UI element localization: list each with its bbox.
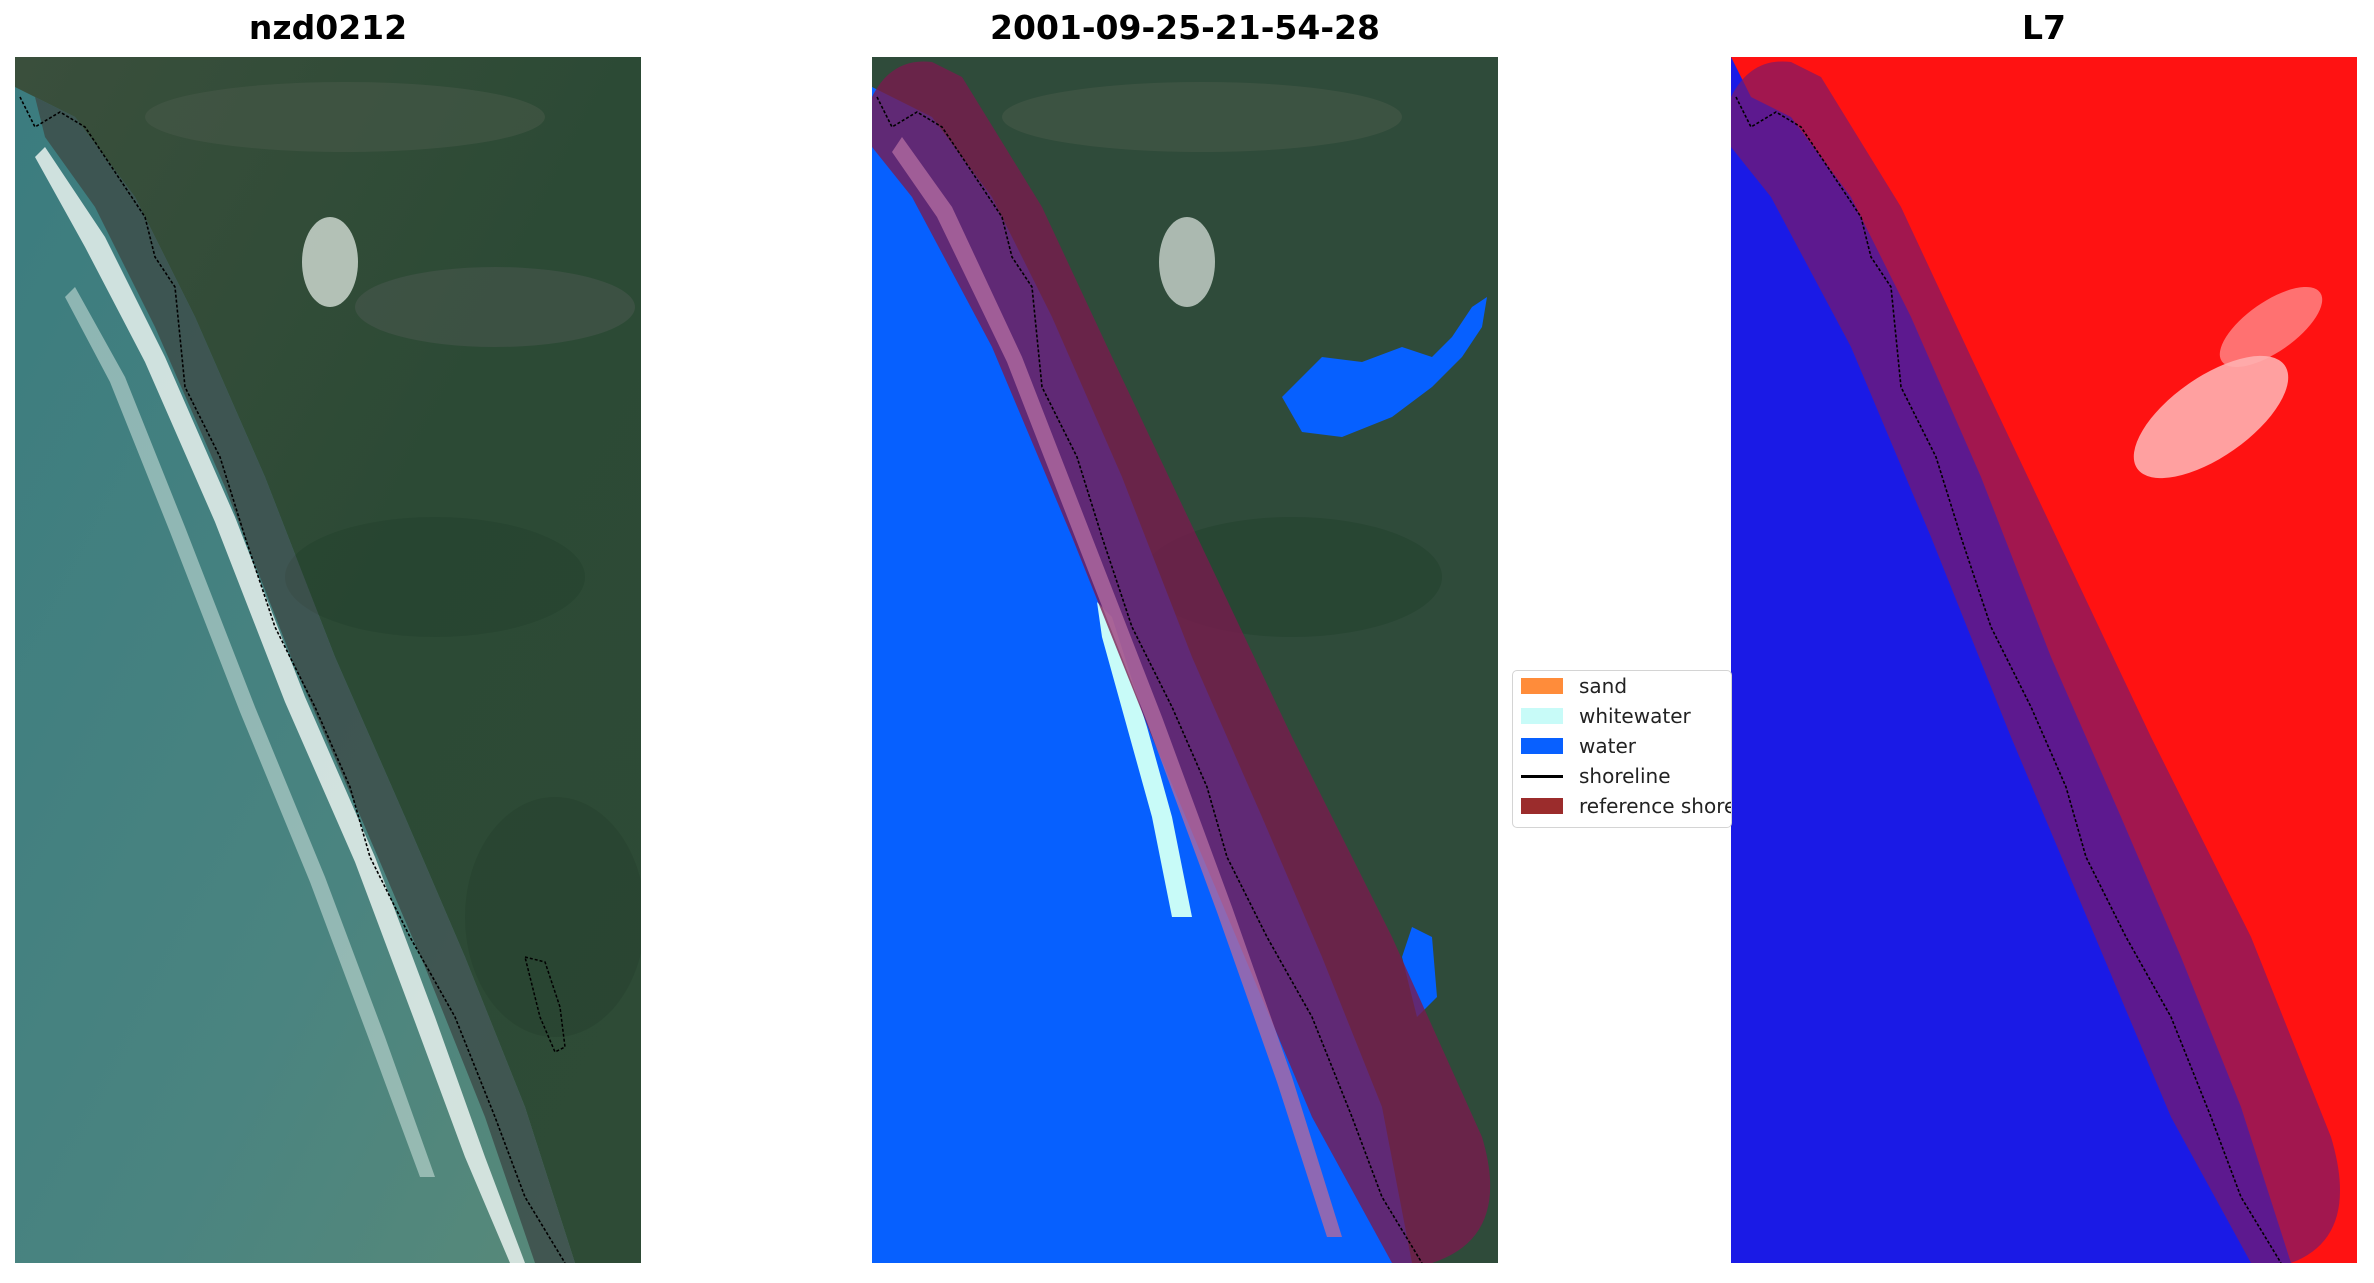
- legend-item-reference-shoreline: reference shoreline buffer: [1521, 791, 1731, 821]
- legend: sand whitewater water shoreline referenc…: [1512, 670, 1732, 828]
- legend-label: whitewater: [1579, 704, 1691, 728]
- reference-shoreline-swatch: [1521, 798, 1563, 814]
- shoreline-swatch: [1521, 774, 1563, 778]
- panel-title-rgb: nzd0212: [248, 8, 408, 47]
- classified-image-panel: [872, 57, 1498, 1263]
- water-swatch: [1521, 738, 1563, 754]
- sand-swatch: [1521, 678, 1563, 694]
- legend-item-sand: sand: [1521, 671, 1627, 701]
- index-image-panel: [1731, 57, 2357, 1263]
- legend-item-water: water: [1521, 731, 1636, 761]
- panel-title-index: L7: [2022, 8, 2066, 47]
- legend-label: sand: [1579, 674, 1628, 698]
- classified-image: [872, 57, 1498, 1263]
- legend-label: reference shoreline buffer: [1579, 794, 1731, 818]
- legend-label: water: [1579, 734, 1636, 758]
- legend-item-shoreline: shoreline: [1521, 761, 1671, 791]
- index-image: [1731, 57, 2357, 1263]
- legend-label: shoreline: [1579, 764, 1671, 788]
- panel-title-classified: 2001-09-25-21-54-28: [990, 8, 1380, 47]
- legend-item-whitewater: whitewater: [1521, 701, 1691, 731]
- rgb-image-panel: [15, 57, 641, 1263]
- rgb-image: [15, 57, 641, 1263]
- whitewater-swatch: [1521, 708, 1563, 724]
